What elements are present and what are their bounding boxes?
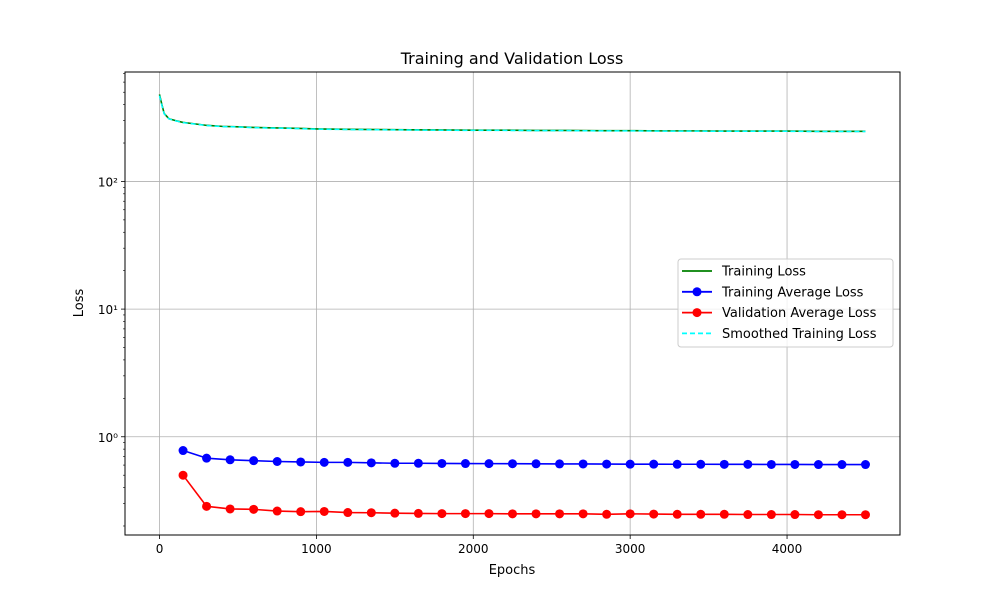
- plot-area-frame: [124, 71, 901, 536]
- legend-box: [677, 258, 894, 348]
- y-tick-label-1: 10¹: [98, 303, 118, 317]
- legend-label-2: Validation Average Loss: [722, 306, 877, 321]
- series-1-point-14: [508, 459, 517, 469]
- x-tick-label-1: 1000: [301, 542, 332, 556]
- series-2-point-1: [202, 501, 212, 511]
- series-1-point-28: [837, 460, 847, 470]
- series-1-point-10: [413, 458, 423, 468]
- series-2-point-20: [649, 509, 659, 519]
- series-1-point-25: [766, 459, 776, 469]
- legend-marker-2: [692, 308, 702, 318]
- series-2-point-14: [508, 509, 517, 519]
- series-2-point-10: [413, 508, 423, 518]
- series-1-point-11: [437, 458, 447, 468]
- series-2-point-23: [719, 509, 729, 519]
- series-layer: [158, 94, 870, 520]
- x-axis-label: Epochs: [489, 563, 536, 578]
- x-tick-label-2: 2000: [458, 542, 489, 556]
- series-2-point-13: [484, 509, 494, 519]
- series-1-point-19: [625, 459, 635, 469]
- legend-label-0: Training Loss: [721, 265, 806, 280]
- series-1-point-3: [249, 456, 259, 466]
- series-1-point-7: [343, 457, 353, 467]
- x-tick-label-3: 3000: [615, 542, 646, 556]
- y-axis-label: Loss: [72, 289, 87, 318]
- series-1-point-24: [743, 459, 753, 469]
- series-1-point-9: [390, 458, 400, 468]
- series-2-point-0: [178, 470, 188, 480]
- series-2-point-19: [625, 509, 635, 519]
- series-1-point-18: [602, 459, 612, 469]
- series-1-point-13: [484, 459, 494, 469]
- series-2-point-9: [390, 508, 400, 518]
- series-1-point-27: [813, 460, 823, 470]
- series-line-3: [158, 95, 866, 133]
- series-1-point-29: [860, 460, 870, 470]
- series-2-point-17: [578, 509, 588, 519]
- series-1-point-5: [296, 457, 306, 467]
- series-1-point-16: [555, 459, 565, 469]
- x-tick-label-0: 0: [156, 542, 164, 556]
- legend-label-3: Smoothed Training Loss: [722, 327, 877, 342]
- series-2-point-22: [696, 509, 706, 519]
- series-1-point-20: [649, 459, 659, 469]
- series-1-point-26: [790, 459, 800, 469]
- series-1-point-1: [202, 453, 212, 463]
- series-1-point-12: [460, 459, 470, 469]
- series-2-point-12: [460, 509, 470, 519]
- series-2-point-29: [860, 510, 870, 520]
- series-2-point-16: [555, 509, 565, 519]
- series-2-point-18: [602, 509, 612, 519]
- series-1-point-6: [319, 457, 329, 467]
- series-2-point-3: [249, 504, 259, 514]
- series-2-point-27: [813, 510, 823, 520]
- series-2-point-4: [272, 506, 282, 516]
- series-1-point-17: [578, 459, 588, 469]
- series-1-point-4: [272, 457, 282, 467]
- series-2-point-21: [672, 509, 682, 519]
- series-2-point-28: [837, 510, 847, 520]
- chart-title: Training and Validation Loss: [400, 49, 624, 68]
- series-2-point-5: [296, 507, 306, 517]
- y-tick-label-0: 10⁰: [98, 431, 118, 445]
- y-tick-label-2: 10²: [98, 175, 118, 189]
- series-1-point-0: [178, 446, 188, 456]
- series-2-point-25: [766, 510, 776, 520]
- series-1-point-15: [531, 459, 541, 469]
- series-1-point-21: [672, 459, 682, 469]
- series-1-point-8: [366, 458, 376, 468]
- x-tick-label-4: 4000: [772, 542, 803, 556]
- series-2-point-8: [366, 508, 376, 518]
- series-1-point-23: [719, 459, 729, 469]
- series-2-point-24: [743, 510, 753, 520]
- series-1-point-2: [225, 455, 235, 465]
- series-2-point-26: [790, 510, 800, 520]
- series-2-point-15: [531, 509, 541, 519]
- legend: Training Loss Training Average Loss Valida…: [677, 258, 894, 348]
- series-2-point-7: [343, 508, 353, 518]
- series-2-point-11: [437, 509, 447, 519]
- series-2-point-6: [319, 506, 329, 516]
- series-1-point-22: [696, 459, 706, 469]
- tick-layer: 0 1000 2000 3000 4000 10⁰ 10¹ 10²: [98, 73, 803, 556]
- legend-label-1: Training Average Loss: [721, 285, 864, 300]
- series-2-point-2: [225, 504, 235, 514]
- legend-marker-1: [692, 287, 702, 297]
